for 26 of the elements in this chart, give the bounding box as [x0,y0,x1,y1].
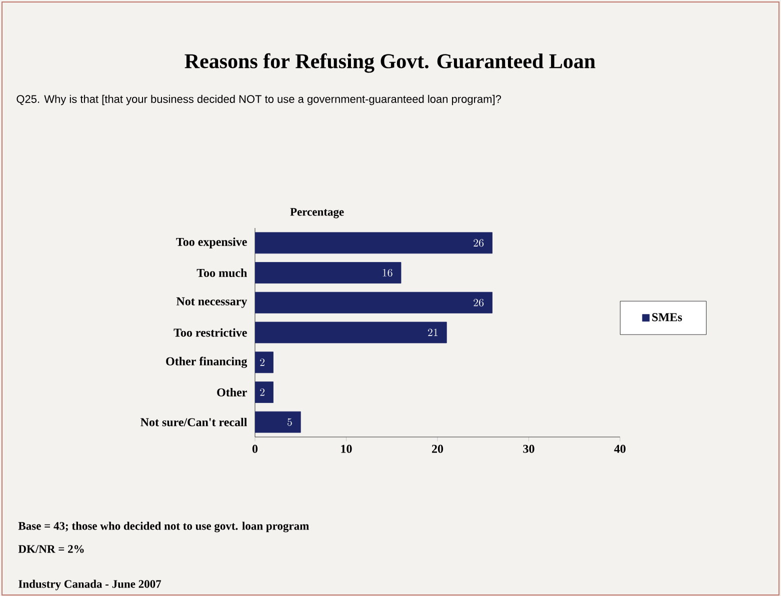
data-label: 5 [288,418,292,426]
y-tick-label: Other [217,388,247,396]
data-label: 16 [382,269,392,277]
y-tick-label: Not sure/Can't recall [140,418,247,426]
text: Base = 43; those who decided not to use govt. loan program [18,522,309,532]
data-label: 26 [474,239,484,247]
chart-title: Reasons for Refusing Govt. Guaranteed Loan [184,53,596,73]
x-tick-label: 20 [432,444,444,453]
x-axis-title: Percentage [290,208,344,218]
x-tick-label: 40 [614,444,626,453]
data-label: 21 [428,328,438,336]
data-label: 2 [260,358,264,366]
y-tick-label: Not necessary [176,297,248,308]
x-tick-label: 0 [252,444,258,453]
text: Industry Canada - June 2007 [18,580,162,590]
y-tick-label: Too expensive [176,237,247,248]
data-label: 26 [474,298,484,306]
x-tick-label: 30 [523,444,534,453]
y-tick-label: Other financing [166,356,248,368]
y-tick-label: Too restrictive [174,328,247,337]
y-tick-label: Too much [196,268,248,278]
legend-label: SMEs [652,313,682,322]
text: DK/NR = 2% [18,545,84,553]
data-label: 2 [260,388,264,396]
x-tick-label: 10 [341,444,352,453]
chart-subtitle: Q25. Why is that [that your business decided NOT to use a government-guaranteed loan program]? [16,94,502,106]
